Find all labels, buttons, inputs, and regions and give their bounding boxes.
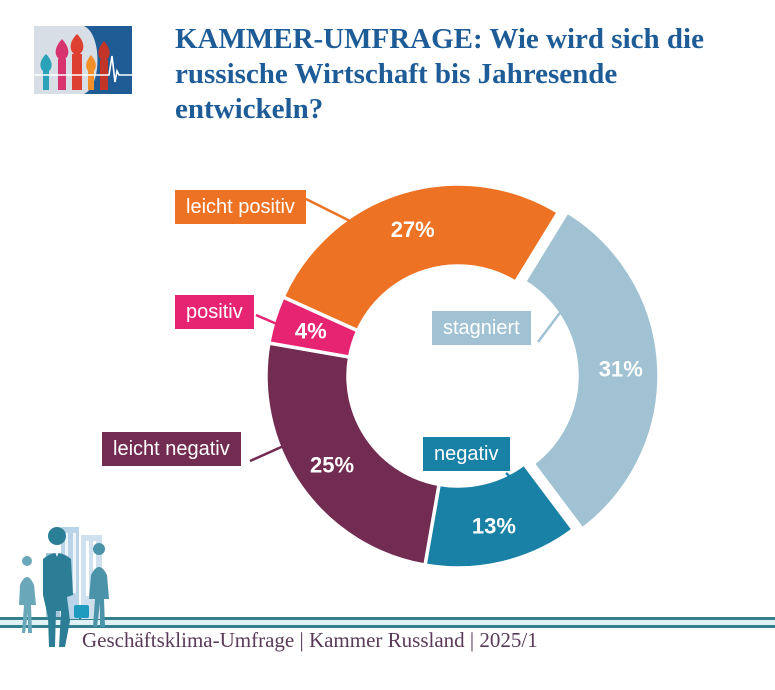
business-people-icon [19, 527, 109, 647]
slice-stagniert [522, 210, 661, 531]
page-title: KAMMER-UMFRAGE: Wie wird sich die russis… [175, 23, 704, 125]
label-stagniert: stagniert [432, 311, 531, 345]
slice-leicht-positiv [281, 182, 561, 333]
slice-leicht-negativ [264, 341, 441, 567]
value-label-negativ: 13% [472, 514, 516, 539]
man-center-silhouette [43, 527, 73, 647]
value-label-stagniert: 31% [599, 356, 643, 381]
label-negativ: negativ [423, 437, 510, 471]
value-label-leicht-negativ: 25% [310, 453, 354, 478]
footer-divider [0, 617, 775, 628]
woman-left-silhouette [19, 556, 36, 633]
label-positiv: positiv [175, 295, 254, 329]
leader-line-leicht-negativ [249, 442, 289, 463]
label-leicht-positiv: leicht positiv [175, 190, 306, 224]
woman-right-silhouette [89, 543, 109, 627]
briefcase-icon [74, 605, 89, 618]
leader-line-negativ [505, 472, 523, 489]
leader-line-stagniert [537, 305, 566, 343]
slice-positiv [267, 295, 360, 359]
footer-caption: Geschäftsklima-Umfrage | Kammer Russland… [82, 628, 538, 652]
ecg-line-icon [34, 55, 132, 83]
value-label-leicht-positiv: 27% [391, 217, 435, 242]
kammer-logo [34, 26, 132, 94]
label-leicht-negativ: leicht negativ [102, 432, 241, 466]
leader-line-leicht-positiv [305, 197, 355, 225]
value-label-positiv: 4% [295, 319, 327, 344]
leader-line-positiv [255, 313, 294, 333]
